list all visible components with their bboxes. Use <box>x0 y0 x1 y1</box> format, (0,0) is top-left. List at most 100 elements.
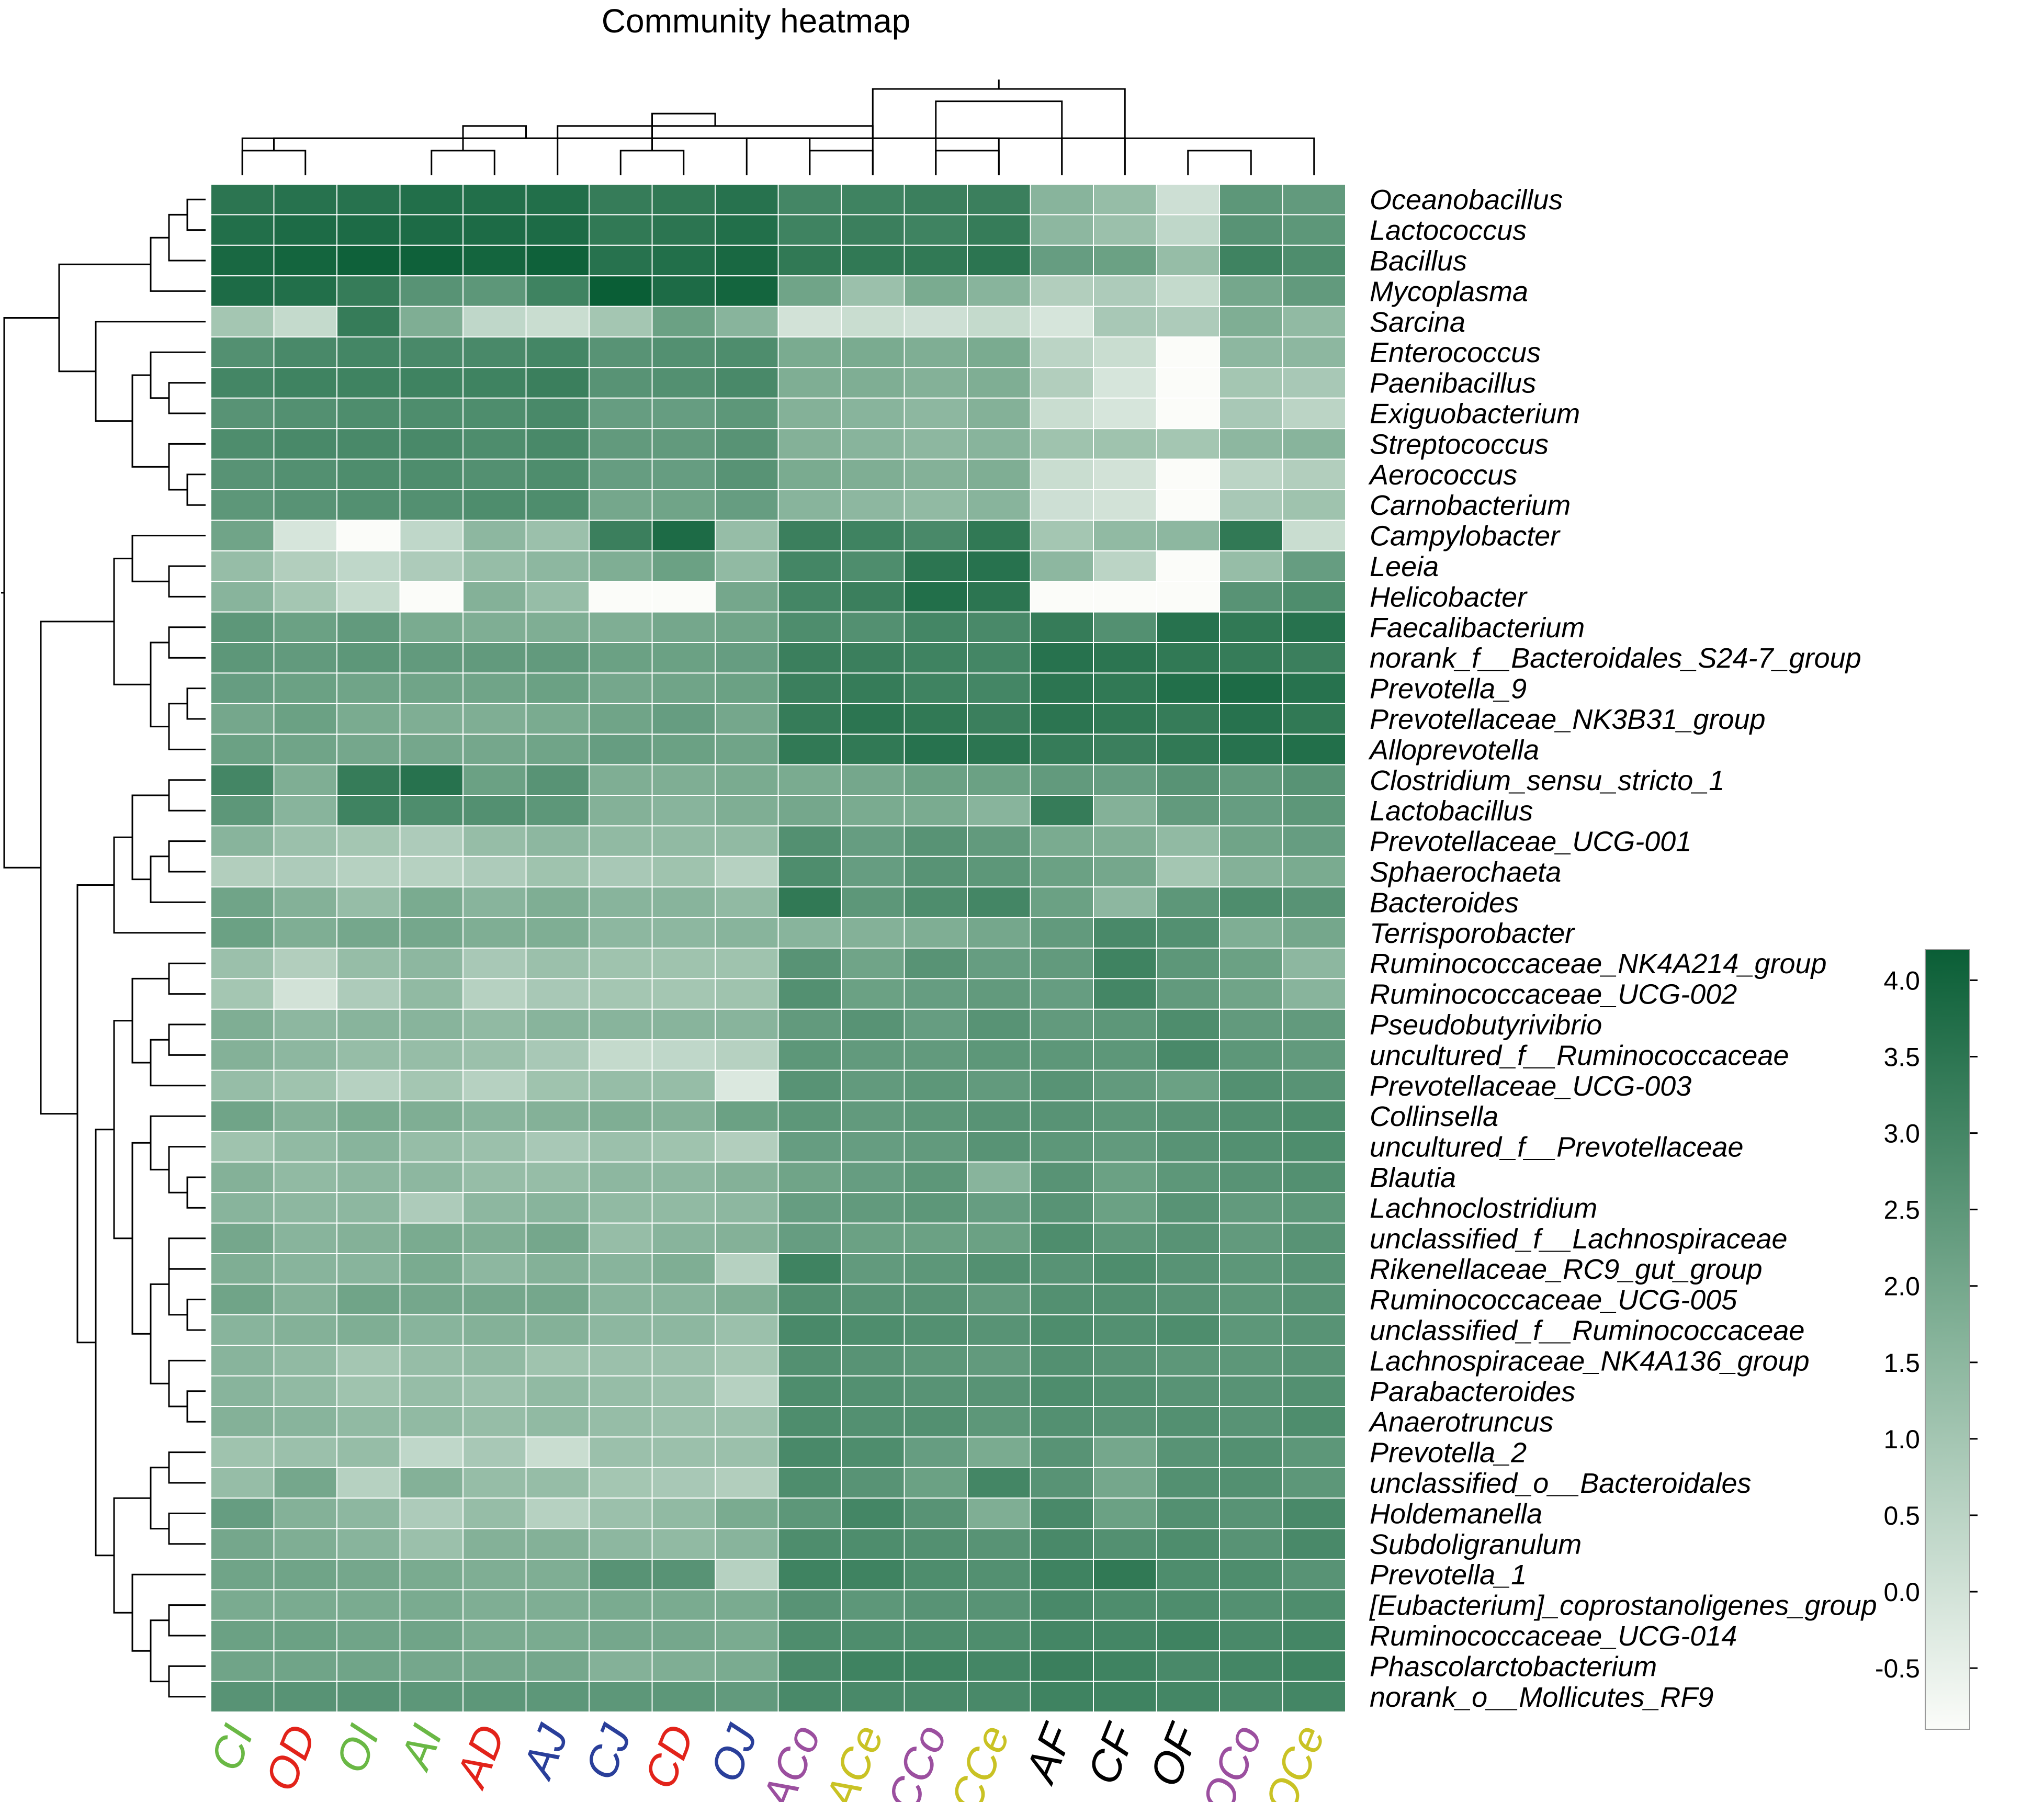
heatmap-cell <box>1030 1192 1094 1224</box>
heatmap-cell <box>967 1375 1031 1407</box>
dendrogram-link <box>58 263 151 373</box>
heatmap-cell <box>589 886 653 918</box>
heatmap-cell <box>841 1069 905 1101</box>
heatmap-cell <box>1030 1314 1094 1346</box>
heatmap-cell <box>1219 520 1283 551</box>
heatmap-cell <box>525 795 590 827</box>
heatmap-cell <box>1282 306 1346 337</box>
heatmap-cell <box>1030 1436 1094 1468</box>
heatmap-cell <box>589 795 653 827</box>
heatmap-cell <box>777 611 842 643</box>
heatmap-cell <box>1030 428 1094 460</box>
heatmap-cell <box>651 520 716 551</box>
heatmap-cell <box>336 764 401 796</box>
heatmap-cell <box>589 1161 653 1193</box>
heatmap-cell <box>589 1283 653 1315</box>
heatmap-cell <box>1282 1559 1346 1591</box>
heatmap-cell <box>651 703 716 735</box>
dendrogram-link <box>273 137 1126 175</box>
dendrogram-link <box>462 125 527 151</box>
heatmap-cell <box>904 1192 968 1224</box>
heatmap-cell <box>841 1559 905 1591</box>
heatmap-cell <box>841 458 905 490</box>
heatmap-cell <box>904 458 968 490</box>
heatmap-cell <box>1156 550 1220 582</box>
heatmap-cell <box>651 550 716 582</box>
heatmap-cell <box>841 1222 905 1255</box>
heatmap-cell <box>589 978 653 1010</box>
heatmap-cell <box>336 1681 401 1713</box>
heatmap-cell <box>967 275 1031 307</box>
heatmap-cell <box>589 1222 653 1255</box>
row-label: Prevotella_2 <box>1370 1437 1527 1469</box>
heatmap-cell <box>273 948 337 979</box>
heatmap-cell <box>589 642 653 674</box>
heatmap-cell <box>715 520 779 551</box>
heatmap-cell <box>336 1589 401 1621</box>
heatmap-cell <box>589 428 653 460</box>
heatmap-cell <box>1282 1253 1346 1285</box>
heatmap-cell <box>399 306 464 337</box>
heatmap-cell <box>777 184 842 216</box>
heatmap-cell <box>651 214 716 246</box>
heatmap-cell <box>273 1161 337 1193</box>
heatmap-cell <box>777 489 842 521</box>
heatmap-cell <box>651 397 716 430</box>
heatmap-cell <box>210 1192 275 1224</box>
heatmap-cell <box>715 1345 779 1377</box>
dendrogram-link <box>168 1237 206 1270</box>
heatmap-cell <box>336 214 401 246</box>
heatmap-cell <box>1219 397 1283 430</box>
heatmap-cell <box>1219 1069 1283 1101</box>
heatmap-cell <box>904 1008 968 1041</box>
heatmap-cell <box>967 397 1031 430</box>
heatmap-cell <box>1093 1345 1157 1377</box>
heatmap-cell <box>589 489 653 521</box>
heatmap-cell <box>1219 1375 1283 1407</box>
heatmap-cell <box>462 611 527 643</box>
heatmap-cell <box>273 1131 337 1163</box>
heatmap-cell <box>651 1131 716 1163</box>
heatmap-cell <box>273 1375 337 1407</box>
colorbar-ticks: 4.0 3.5 3.0 2.5 2.0 1.5 1.0 0.5 0.0 -0.5 <box>1875 966 1978 1683</box>
heatmap-cell <box>651 886 716 918</box>
heatmap-cell <box>210 1619 275 1652</box>
heatmap-cell <box>1030 1589 1094 1621</box>
heatmap-cell <box>1282 948 1346 979</box>
heatmap-cell <box>1156 948 1220 979</box>
heatmap-cell <box>399 520 464 551</box>
heatmap-cell <box>967 1069 1031 1101</box>
heatmap-cell <box>904 611 968 643</box>
heatmap-cell <box>841 1619 905 1652</box>
heatmap-cell <box>525 1192 590 1224</box>
heatmap-cell <box>1030 764 1094 796</box>
heatmap-cell <box>777 581 842 613</box>
heatmap-cell <box>273 1467 337 1499</box>
heatmap-cell <box>462 825 527 857</box>
heatmap-cell <box>651 1681 716 1713</box>
column-dendrogram <box>241 80 1315 175</box>
row-label: Lactobacillus <box>1370 795 1533 827</box>
heatmap-cell <box>589 1314 653 1346</box>
heatmap-cell <box>589 1436 653 1468</box>
heatmap-cell <box>462 734 527 765</box>
heatmap-cell <box>462 1650 527 1682</box>
heatmap-cell <box>462 275 527 307</box>
heatmap-cell <box>1282 611 1346 643</box>
row-label: Helicobacter <box>1370 581 1528 613</box>
heatmap-cell <box>336 1192 401 1224</box>
heatmap-cell <box>525 489 590 521</box>
heatmap-cell <box>1282 1650 1346 1682</box>
heatmap-cell <box>841 244 905 277</box>
row-label: Aerococcus <box>1368 459 1517 491</box>
heatmap-cell <box>1282 1100 1346 1132</box>
heatmap-cell <box>777 978 842 1010</box>
heatmap-cell <box>399 1375 464 1407</box>
heatmap-cell <box>777 367 842 399</box>
row-label: Oceanobacillus <box>1370 184 1563 216</box>
heatmap-cell <box>589 1528 653 1560</box>
row-label: Parabacteroides <box>1370 1376 1575 1407</box>
heatmap-cell <box>589 1100 653 1132</box>
heatmap-cell <box>1030 1375 1094 1407</box>
dendrogram-link <box>186 198 206 231</box>
